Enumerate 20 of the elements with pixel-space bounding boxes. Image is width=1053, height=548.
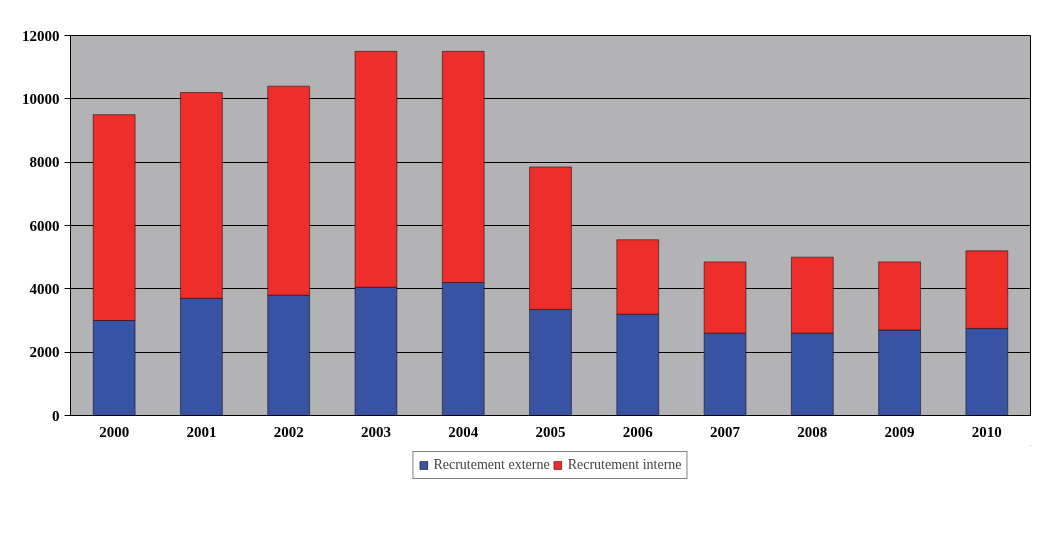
y-tick-label: 10000: [22, 90, 60, 107]
x-tick-label: 2000: [99, 423, 130, 440]
x-tick-label: 2010: [971, 423, 1002, 440]
y-tick-label: 12000: [22, 27, 60, 44]
x-tick-label: 2001: [186, 423, 217, 440]
y-tick-label: 6000: [29, 217, 60, 234]
x-tick-label: 2003: [360, 423, 391, 440]
x-tick-label: 2008: [797, 423, 828, 440]
x-tick-label: 2009: [884, 423, 915, 440]
y-tick-label: 8000: [29, 154, 60, 171]
x-tick-label: 2006: [622, 423, 654, 440]
x-tick-label: 2005: [535, 423, 566, 440]
y-tick-label: 0: [52, 407, 60, 424]
x-tick-label: 2002: [273, 423, 304, 440]
legend-label: Recrutement externe: [433, 457, 550, 473]
y-tick-label: 2000: [29, 344, 60, 361]
y-tick-label: 4000: [29, 280, 60, 297]
legend-label: Recrutement interne: [567, 457, 682, 473]
x-tick-label: 2004: [448, 423, 479, 440]
x-tick-label: 2007: [710, 423, 741, 440]
